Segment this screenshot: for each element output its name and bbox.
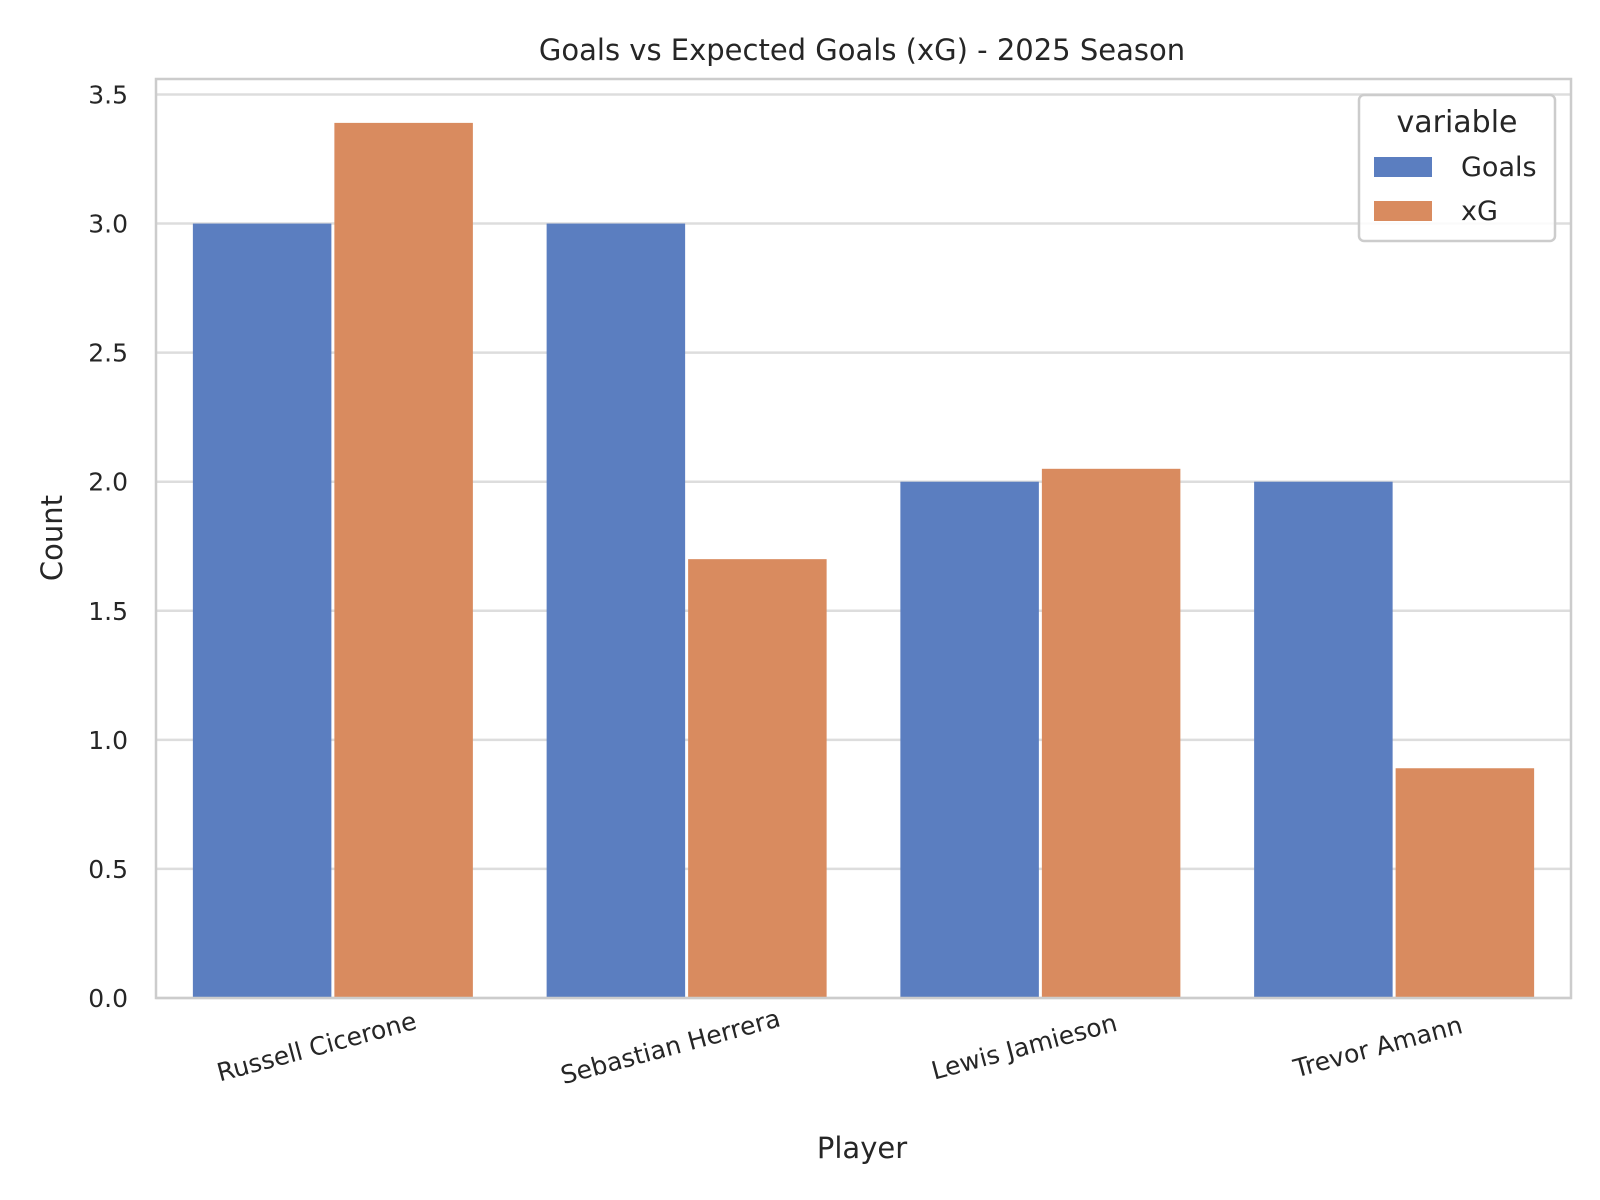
legend-swatch-xg (1374, 201, 1432, 221)
y-tick-label: 1.0 (88, 726, 128, 755)
x-axis-label: Player (817, 1131, 907, 1165)
y-tick-label: 2.0 (88, 468, 128, 497)
legend-title: variable (1396, 105, 1517, 140)
legend-label-goals: Goals (1461, 152, 1537, 183)
x-tick-label: Lewis Jamieson (928, 1008, 1120, 1085)
legend-label-xg: xG (1461, 196, 1498, 227)
y-tick-label: 1.5 (88, 597, 128, 626)
chart-title: Goals vs Expected Goals (xG) - 2025 Seas… (539, 33, 1185, 67)
bar-xg-lewis-jamieson (1041, 468, 1181, 999)
bar-goals-lewis-jamieson (900, 481, 1039, 998)
y-tick-label: 2.5 (88, 339, 128, 368)
x-tick-label: Russell Cicerone (214, 1006, 420, 1087)
bar-xg-trevor-amann (1395, 768, 1535, 998)
plot-frame (154, 77, 1573, 1000)
legend-items: Goals xG (1374, 152, 1537, 227)
x-axis-ticks: Russell Cicerone Sebastian Herrera Lewis J… (214, 1004, 1466, 1091)
bar-xg-russell-cicerone (334, 122, 473, 999)
bar-xg-sebastian-herrera (688, 559, 827, 998)
bar-goals-trevor-amann (1254, 481, 1393, 998)
y-axis-ticks: 0.0 0.5 1.0 1.5 2.0 2.5 3.0 3.5 (88, 80, 128, 1013)
legend-swatch-goals (1374, 157, 1432, 177)
bar-goals-russell-cicerone (192, 223, 332, 999)
y-tick-label: 3.5 (88, 80, 128, 109)
x-tick-label: Sebastian Herrera (557, 1004, 783, 1091)
bars (192, 122, 1535, 999)
y-tick-label: 0.0 (88, 984, 128, 1013)
bar-goals-sebastian-herrera (546, 223, 686, 999)
y-tick-label: 0.5 (88, 855, 128, 884)
legend: variable Goals xG (1357, 93, 1557, 243)
x-tick-label: Trevor Amann (1289, 1010, 1465, 1083)
y-tick-label: 3.0 (88, 210, 128, 239)
y-axis-label: Count (35, 495, 69, 581)
